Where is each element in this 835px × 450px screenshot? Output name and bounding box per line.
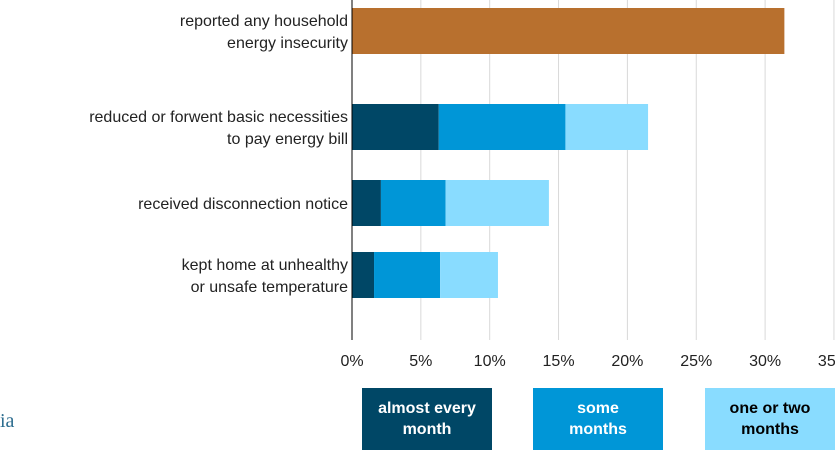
x-tick-label: 35% xyxy=(818,353,835,370)
x-tick-labels: 0% 5% 10% 15% 20% 25% 30% 35% xyxy=(340,353,835,370)
x-tick-label: 5% xyxy=(409,353,432,370)
category-labels: reported any household energy insecurity r… xyxy=(89,13,348,296)
category-label: received disconnection notice xyxy=(138,196,348,213)
category-label: energy insecurity xyxy=(227,35,348,52)
bar-segment-series-0 xyxy=(352,180,381,226)
legend-item-series-0: almost every month xyxy=(362,388,492,450)
legend-label-line: month xyxy=(402,421,452,438)
eia-logo: ia xyxy=(0,410,14,433)
legend-item-series-1: some months xyxy=(533,388,663,450)
legend-item-series-2: one or two months xyxy=(705,388,835,450)
x-tick-label: 20% xyxy=(611,353,643,370)
bar-segment-series-1 xyxy=(380,180,446,226)
category-label: to pay energy bill xyxy=(227,131,348,148)
legend-label-line: some xyxy=(577,400,619,417)
bar-total-energy-insecurity xyxy=(352,8,785,54)
legend-label-line: months xyxy=(569,421,627,438)
logo-text: ia xyxy=(0,410,15,432)
category-label: reported any household xyxy=(180,13,348,30)
category-label: reduced or forwent basic necessities xyxy=(89,109,348,126)
x-tick-label: 25% xyxy=(680,353,712,370)
gridlines xyxy=(420,0,835,340)
category-label: kept home at unhealthy xyxy=(182,257,348,274)
bar-segment-series-1 xyxy=(374,252,441,298)
bar-segment-series-0 xyxy=(352,104,439,150)
x-tick-label: 15% xyxy=(543,353,575,370)
bar-segment-series-2 xyxy=(565,104,649,150)
legend-label-line: one or two xyxy=(729,400,811,417)
bar-segment-series-2 xyxy=(445,180,549,226)
x-tick-label: 30% xyxy=(749,353,781,370)
legend-label-line: months xyxy=(741,421,799,438)
bar-segment-series-0 xyxy=(352,252,375,298)
legend-label-line: almost every xyxy=(378,400,476,417)
bar-segment-series-1 xyxy=(438,104,566,150)
x-tick-label: 0% xyxy=(340,353,363,370)
x-tick-label: 10% xyxy=(474,353,506,370)
category-label: or unsafe temperature xyxy=(191,279,349,296)
bars xyxy=(352,8,785,298)
bar-segment-series-2 xyxy=(440,252,498,298)
